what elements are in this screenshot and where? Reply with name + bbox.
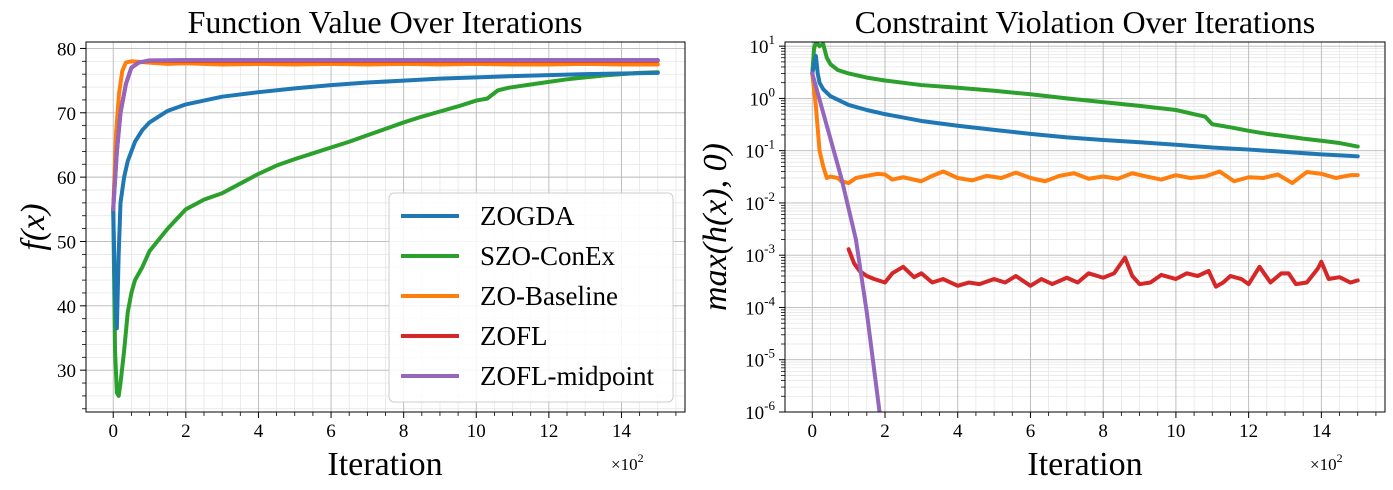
x-tick-label: 4 xyxy=(254,421,264,442)
x-tick-label: 6 xyxy=(326,421,336,442)
series-group xyxy=(810,42,1360,412)
legend-entry: ZOGDA xyxy=(401,201,575,231)
axis-ticks: 0 2 4 6 8 10 12 14 10-6 10-5 10-4 10-3 10-2 10-1 100 10… xyxy=(745,32,1377,442)
series-line-zofl-midpoint xyxy=(810,71,882,412)
x-tick-label: 14 xyxy=(1312,421,1332,442)
y-tick-label: 10-2 xyxy=(745,189,775,215)
legend-entry: ZO-Baseline xyxy=(401,281,618,311)
x-multiplier-base: ×10 xyxy=(611,455,638,474)
panel-constraint-violation: Constraint Violation Over Iterations 0 2 4… xyxy=(697,4,1386,483)
series-line-zo-baseline xyxy=(810,71,1360,186)
x-tick-label: 0 xyxy=(808,421,818,442)
series-group xyxy=(111,58,660,398)
x-axis-label: Iteration xyxy=(1027,446,1142,483)
legend-entry: ZOFL xyxy=(401,321,548,351)
minor-grid xyxy=(785,42,1385,412)
legend-label: ZOFL-midpoint xyxy=(480,361,654,391)
series-line-zogda xyxy=(810,53,1360,159)
y-tick-label: 10-6 xyxy=(745,398,775,424)
y-tick-label: 40 xyxy=(57,297,76,318)
legend-entry: ZOFL-midpoint xyxy=(401,361,654,391)
series-line-zo-baseline xyxy=(111,59,660,212)
series-line-zogda xyxy=(111,70,660,331)
x-tick-label: 12 xyxy=(539,421,558,442)
x-multiplier: ×102 xyxy=(611,451,644,474)
legend-label: ZOFL xyxy=(480,321,548,351)
chart-title: Constraint Violation Over Iterations xyxy=(855,4,1316,40)
x-tick-label: 4 xyxy=(953,421,963,442)
y-tick-label: 60 xyxy=(57,168,76,189)
series-line-zofl-midpoint xyxy=(111,58,660,212)
x-tick-label: 12 xyxy=(1239,421,1258,442)
y-tick-label: 70 xyxy=(57,104,76,125)
x-multiplier-exp: 2 xyxy=(638,451,644,465)
y-tick-label: 50 xyxy=(57,232,76,253)
x-tick-label: 0 xyxy=(108,421,118,442)
x-tick-label: 10 xyxy=(467,421,486,442)
major-grid xyxy=(86,42,685,412)
y-tick-label: 80 xyxy=(57,39,76,60)
y-tick-label: 10-1 xyxy=(745,137,775,163)
x-tick-label: 14 xyxy=(612,421,632,442)
y-axis-label: max(h(x), 0) xyxy=(697,143,734,311)
y-axis-label: f(x) xyxy=(15,203,52,250)
legend-label: SZO-ConEx xyxy=(480,241,616,271)
legend-entry: SZO-ConEx xyxy=(401,241,616,271)
series-line-szo-conex xyxy=(810,42,1360,149)
x-multiplier-exp: 2 xyxy=(1337,451,1343,465)
series-line-szo-conex xyxy=(111,70,660,398)
axis-ticks: 0 2 4 6 8 10 12 14 30 40 50 60 70 80 xyxy=(57,39,677,442)
y-tick-label: 10-3 xyxy=(745,241,775,267)
x-tick-label: 8 xyxy=(399,421,409,442)
legend-label: ZO-Baseline xyxy=(480,281,618,311)
series-line-zofl xyxy=(846,247,1360,289)
x-tick-label: 6 xyxy=(1026,421,1036,442)
chart-title: Function Value Over Iterations xyxy=(188,4,583,40)
legend: ZOGDA SZO-ConEx ZO-Baseline ZOFL ZOFL-midpoi… xyxy=(388,192,674,403)
y-tick-label: 30 xyxy=(57,361,76,382)
panel-function-value: Function Value Over Iterations 0 2 4 6 8 10 12… xyxy=(15,4,686,483)
x-multiplier: ×102 xyxy=(1310,451,1343,474)
y-tick-label: 10-4 xyxy=(745,293,775,319)
legend-label: ZOGDA xyxy=(480,201,575,231)
y-tick-label: 100 xyxy=(750,84,776,110)
x-axis-label: Iteration xyxy=(327,446,442,483)
x-tick-label: 2 xyxy=(181,421,191,442)
y-tick-label: 101 xyxy=(750,32,776,58)
y-tick-label: 10-5 xyxy=(745,346,775,372)
x-tick-label: 10 xyxy=(1166,421,1185,442)
x-multiplier-base: ×10 xyxy=(1310,455,1337,474)
x-tick-label: 2 xyxy=(880,421,890,442)
legend-box xyxy=(388,192,674,403)
x-tick-label: 8 xyxy=(1098,421,1108,442)
